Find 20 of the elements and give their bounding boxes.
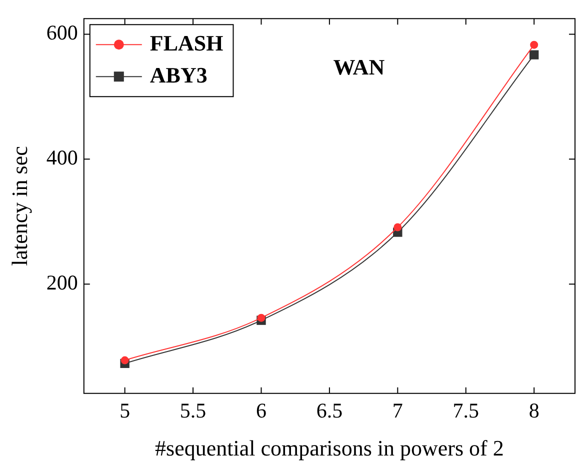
point	[120, 356, 129, 364]
x-tick-label: 5.5	[180, 398, 206, 423]
y-tick-label: 400	[46, 146, 78, 170]
legend-label: FLASH	[150, 30, 224, 56]
point	[529, 50, 539, 60]
point	[530, 40, 538, 49]
point	[257, 314, 266, 322]
x-axis-title: #sequential comparisons in powers of 2	[155, 436, 504, 461]
x-tick-label: 6	[256, 398, 266, 423]
y-tick-label: 200	[46, 270, 78, 295]
legend-label: ABY3	[150, 62, 208, 88]
x-tick-label: 7	[392, 398, 403, 423]
y-axis-title: latency in sec	[6, 146, 32, 266]
x-tick-label: 7.5	[452, 398, 479, 423]
y-tick-label: 600	[46, 20, 78, 45]
annotation: WAN	[333, 54, 385, 80]
point	[394, 223, 402, 232]
x-tick-label: 6.5	[316, 398, 343, 423]
x-tick-label: 5	[120, 398, 130, 423]
x-tick-label: 8	[528, 398, 540, 423]
